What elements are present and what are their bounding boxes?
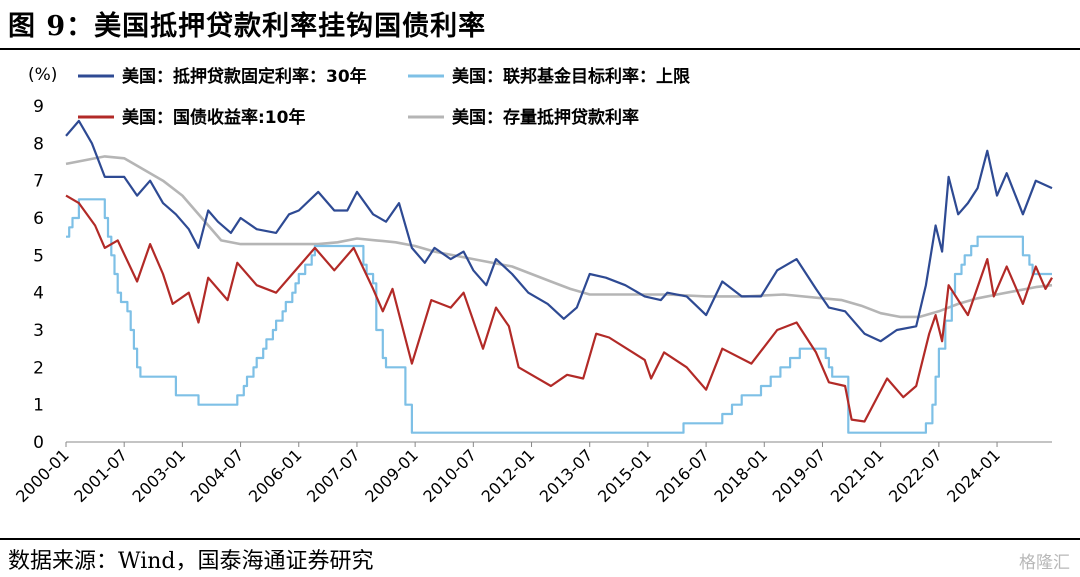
x-tick-label: 2024-01 [943, 445, 1004, 506]
y-tick-label: 7 [33, 172, 44, 192]
x-tick-label: 2004-07 [187, 445, 248, 506]
y-tick-label: 3 [33, 321, 44, 341]
series-line-1 [65, 119, 1053, 343]
x-tick-label: 2016-07 [652, 445, 713, 506]
y-tick-label: 1 [33, 396, 44, 416]
x-tick-label: 2003-01 [128, 445, 189, 506]
x-tick-label: 2001-07 [70, 445, 131, 506]
source-note: 数据来源：Wind，国泰海通证券研究 [8, 549, 374, 574]
legend-label: 美国：抵押贷款固定利率：30年 [122, 66, 367, 87]
legend-label: 美国：存量抵押贷款利率 [452, 107, 639, 128]
x-tick-label: 2012-01 [478, 445, 539, 506]
y-tick-label: 4 [33, 284, 44, 304]
y-tick-label: 2 [33, 358, 44, 378]
series-lines [65, 119, 1053, 434]
x-tick-label: 2019-07 [769, 445, 830, 506]
watermark-text: 格隆汇 [1019, 553, 1070, 573]
source-rule [0, 538, 1080, 540]
x-tick-label: 2007-07 [303, 445, 364, 506]
series-line-2 [66, 198, 1052, 434]
y-tick-label: 0 [33, 433, 44, 453]
legend-label: 美国：国债收益率:10年 [122, 107, 305, 128]
figure-title: 图 9：美国抵押贷款利率挂钩国债利率 [8, 11, 487, 42]
x-tick-label: 2013-07 [536, 445, 597, 506]
y-axis-ticks: 0 1 2 3 4 5 6 7 8 9 [33, 97, 44, 453]
line-chart: (%) 0 1 2 3 4 5 6 7 8 9 2000-012001-072003-012004… [12, 65, 1053, 506]
y-tick-label: 6 [33, 209, 44, 229]
x-axis-ticks: 2000-012001-072003-012004-072006-012007-… [12, 442, 1004, 506]
x-tick-label: 2000-01 [12, 445, 73, 506]
x-tick-label: 2006-01 [245, 445, 306, 506]
y-tick-label: 5 [33, 246, 44, 266]
x-tick-label: 2015-01 [594, 445, 655, 506]
x-tick-label: 2009-01 [361, 445, 422, 506]
x-tick-label: 2021-01 [827, 445, 888, 506]
y-tick-label: 9 [33, 97, 44, 117]
x-tick-label: 2018-01 [710, 445, 771, 506]
series-line-3 [65, 194, 1053, 423]
legend: 美国：抵押贷款固定利率：30年 美国：联邦基金目标利率：上限美国：国债收益率:10… [78, 66, 690, 128]
y-tick-label: 8 [33, 134, 44, 154]
title-rule [0, 48, 1080, 50]
x-tick-label: 2022-07 [885, 445, 946, 506]
y-axis-unit-label: (%) [28, 65, 57, 85]
legend-label: 美国：联邦基金目标利率：上限 [452, 66, 690, 87]
series-line-4 [65, 155, 1053, 319]
x-tick-label: 2010-07 [419, 445, 480, 506]
